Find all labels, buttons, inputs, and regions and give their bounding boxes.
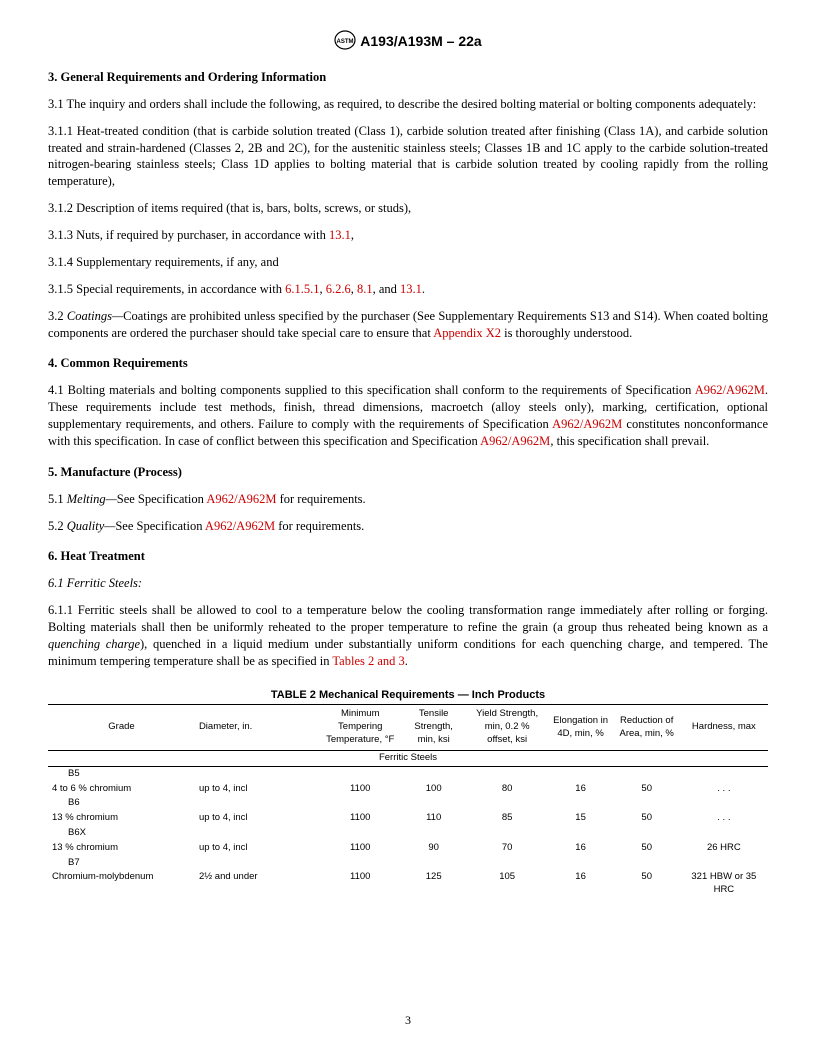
col-yield: Yield Strength, min, 0.2 % offset, ksi	[467, 705, 548, 750]
section-6-head: 6. Heat Treatment	[48, 548, 768, 565]
para-3-1-2: 3.1.2 Description of items required (tha…	[48, 200, 768, 217]
para-3-1: 3.1 The inquiry and orders shall include…	[48, 96, 768, 113]
section-3-head: 3. General Requirements and Ordering Inf…	[48, 69, 768, 86]
table-row: B5	[48, 766, 768, 781]
table-row: 13 % chromiumup to 4, incl11009070165026…	[48, 841, 768, 856]
para-3-1-3: 3.1.3 Nuts, if required by purchaser, in…	[48, 227, 768, 244]
svg-text:ASTM: ASTM	[337, 39, 354, 45]
table-row: 4 to 6 % chromiumup to 4, incl1100100801…	[48, 782, 768, 797]
col-diameter: Diameter, in.	[195, 705, 320, 750]
table-row: B6	[48, 796, 768, 811]
table-row: B6X	[48, 826, 768, 841]
link-a962-5[interactable]: A962/A962M	[205, 519, 275, 533]
para-3-1-4: 3.1.4 Supplementary requirements, if any…	[48, 254, 768, 271]
table-row: 13 % chromiumup to 4, incl1100110851550.…	[48, 811, 768, 826]
link-a962-3[interactable]: A962/A962M	[480, 434, 550, 448]
link-626[interactable]: 6.2.6	[326, 282, 351, 296]
link-a962-2[interactable]: A962/A962M	[552, 417, 622, 431]
link-a962-4[interactable]: A962/A962M	[206, 492, 276, 506]
link-131b[interactable]: 13.1	[400, 282, 422, 296]
col-tensile: Tensile Strength, min, ksi	[401, 705, 467, 750]
para-4-1: 4.1 Bolting materials and bolting compon…	[48, 382, 768, 450]
para-5-1: 5.1 Melting—See Specification A962/A962M…	[48, 491, 768, 508]
astm-logo: ASTM	[334, 30, 356, 55]
link-tables-2-3[interactable]: Tables 2 and 3	[332, 654, 404, 668]
para-6-1: 6.1 Ferritic Steels:	[48, 575, 768, 592]
para-3-1-5: 3.1.5 Special requirements, in accordanc…	[48, 281, 768, 298]
link-6151[interactable]: 6.1.5.1	[285, 282, 319, 296]
designation: A193/A193M – 22a	[360, 33, 481, 49]
col-elong: Elongation in 4D, min, %	[548, 705, 614, 750]
page-header: ASTM A193/A193M – 22a	[48, 30, 768, 55]
para-3-1-1: 3.1.1 Heat-treated condition (that is ca…	[48, 123, 768, 191]
link-13-1[interactable]: 13.1	[329, 228, 351, 242]
col-grade: Grade	[48, 705, 195, 750]
link-a962-1[interactable]: A962/A962M	[695, 383, 765, 397]
para-6-1-1: 6.1.1 Ferritic steels shall be allowed t…	[48, 602, 768, 670]
section-4-head: 4. Common Requirements	[48, 355, 768, 372]
link-appendix-x2[interactable]: Appendix X2	[433, 326, 501, 340]
section-5-head: 5. Manufacture (Process)	[48, 464, 768, 481]
page-number: 3	[0, 1013, 816, 1028]
table-row: Chromium-molybdenum2½ and under110012510…	[48, 870, 768, 898]
col-reduction: Reduction of Area, min, %	[614, 705, 680, 750]
para-5-2: 5.2 Quality—See Specification A962/A962M…	[48, 518, 768, 535]
col-temper: Minimum Tempering Temperature, °F	[320, 705, 401, 750]
col-hardness: Hardness, max	[680, 705, 768, 750]
table-row: B7	[48, 856, 768, 871]
table-subhead: Ferritic Steels	[48, 750, 768, 766]
table-2-title: TABLE 2 Mechanical Requirements — Inch P…	[48, 688, 768, 703]
link-81[interactable]: 8.1	[357, 282, 373, 296]
para-3-2: 3.2 Coatings—Coatings are prohibited unl…	[48, 308, 768, 342]
table-2: Grade Diameter, in. Minimum Tempering Te…	[48, 704, 768, 898]
